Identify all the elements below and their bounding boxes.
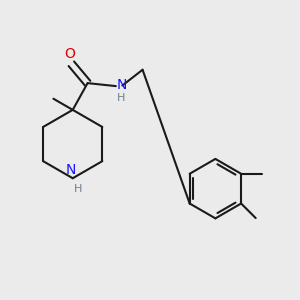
Text: N: N xyxy=(117,78,127,92)
Text: H: H xyxy=(74,184,82,194)
Text: O: O xyxy=(64,47,75,61)
Text: N: N xyxy=(66,163,76,177)
Text: H: H xyxy=(117,93,125,103)
